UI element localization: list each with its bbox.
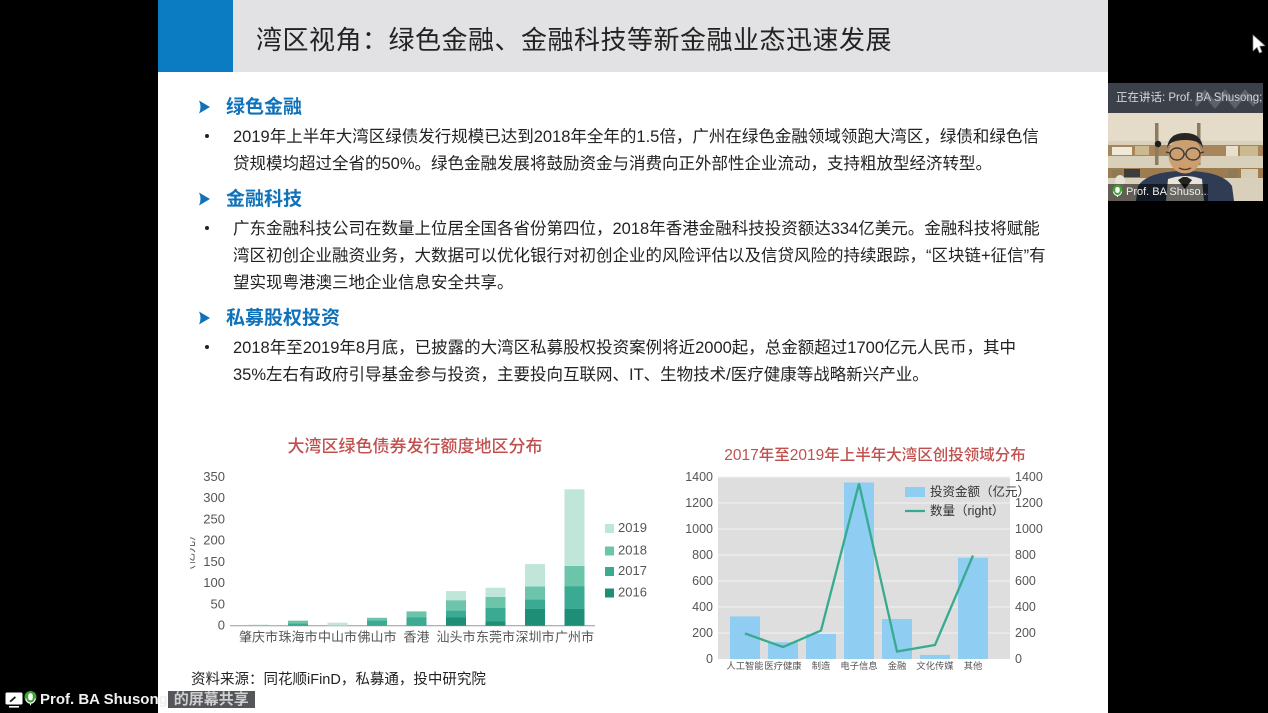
- svg-text:文化传媒: 文化传媒: [916, 660, 954, 671]
- svg-text:佛山市: 佛山市: [357, 630, 396, 645]
- svg-text:肇庆市: 肇庆市: [239, 630, 278, 645]
- svg-text:2019: 2019: [618, 520, 647, 535]
- svg-text:600: 600: [692, 574, 713, 588]
- svg-text:2018: 2018: [618, 543, 647, 558]
- svg-text:东莞市: 东莞市: [476, 630, 515, 645]
- svg-text:1000: 1000: [1015, 522, 1043, 536]
- svg-text:2016: 2016: [618, 585, 647, 600]
- svg-text:2017: 2017: [618, 563, 647, 578]
- svg-text:200: 200: [203, 533, 225, 548]
- svg-text:制造: 制造: [812, 660, 831, 671]
- svg-text:香港: 香港: [403, 630, 429, 645]
- svg-text:1400: 1400: [685, 470, 713, 484]
- svg-text:1000: 1000: [685, 522, 713, 536]
- svg-text:医疗健康: 医疗健康: [764, 660, 801, 671]
- svg-text:400: 400: [692, 600, 713, 614]
- svg-text:350: 350: [203, 469, 225, 484]
- svg-text:电子信息: 电子信息: [840, 660, 877, 671]
- svg-text:汕头市: 汕头市: [436, 630, 475, 645]
- svg-text:150: 150: [203, 554, 225, 569]
- svg-text:广州市: 广州市: [555, 630, 594, 645]
- svg-text:50: 50: [211, 596, 225, 611]
- svg-text:400: 400: [1015, 600, 1036, 614]
- svg-text:中山市: 中山市: [318, 630, 357, 645]
- svg-text:珠海市: 珠海市: [278, 630, 317, 645]
- svg-text:200: 200: [692, 626, 713, 640]
- svg-text:其他: 其他: [964, 660, 983, 671]
- svg-text:深圳市: 深圳市: [515, 630, 554, 645]
- svg-text:（亿元）: （亿元）: [190, 529, 197, 577]
- svg-text:600: 600: [1015, 574, 1036, 588]
- svg-text:金融: 金融: [888, 660, 907, 671]
- svg-text:100: 100: [203, 575, 225, 590]
- svg-text:1400: 1400: [1015, 470, 1043, 484]
- svg-text:投资金额（亿元）: 投资金额（亿元）: [930, 484, 1030, 499]
- svg-text:1200: 1200: [685, 496, 713, 510]
- svg-text:数量（right）: 数量（right）: [930, 503, 1004, 518]
- svg-text:0: 0: [218, 618, 225, 633]
- svg-text:人工智能: 人工智能: [726, 660, 763, 671]
- svg-text:0: 0: [1015, 652, 1022, 666]
- svg-text:200: 200: [1015, 626, 1036, 640]
- svg-text:300: 300: [203, 490, 225, 505]
- svg-text:0: 0: [706, 652, 713, 666]
- svg-text:250: 250: [203, 511, 225, 526]
- svg-text:800: 800: [692, 548, 713, 562]
- svg-text:800: 800: [1015, 548, 1036, 562]
